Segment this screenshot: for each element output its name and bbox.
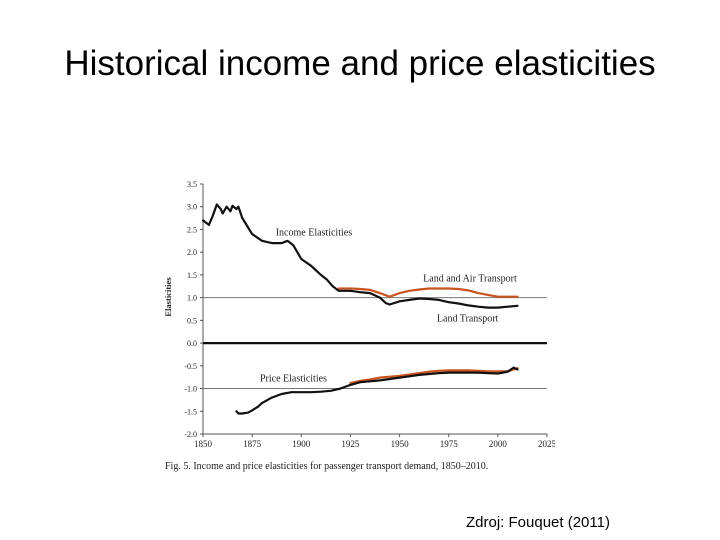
slide-title: Historical income and price elasticities bbox=[64, 44, 656, 83]
series-line-1 bbox=[337, 287, 519, 298]
y-tick-label: -1.0 bbox=[184, 385, 197, 394]
x-tick-label: 1850 bbox=[194, 439, 213, 449]
y-tick-label: 0.5 bbox=[187, 316, 197, 325]
x-tick-label: 1950 bbox=[391, 439, 410, 449]
y-tick-label: -1.5 bbox=[184, 407, 197, 416]
series-line-3 bbox=[349, 367, 519, 385]
y-tick-label: 0.0 bbox=[187, 339, 197, 348]
x-tick-label: 1925 bbox=[341, 439, 360, 449]
figure-caption: Fig. 5. Income and price elasticities fo… bbox=[165, 461, 488, 472]
x-tick-label: 2025 bbox=[538, 439, 555, 449]
series-line-2 bbox=[201, 203, 519, 309]
y-tick-label: 2.0 bbox=[187, 248, 197, 257]
y-tick-label: 1.0 bbox=[187, 294, 197, 303]
y-tick-label: 3.0 bbox=[187, 203, 197, 212]
x-tick-label: 1875 bbox=[243, 439, 262, 449]
elasticities-chart: 3.5 3.0 2.5 2.0 1.5 1.0 0.5 0.0 -0.5 -1.0 -1.5 -2.0… bbox=[163, 180, 555, 472]
annotation-label: Income Elasticities bbox=[276, 227, 352, 238]
y-tick-label: -0.5 bbox=[184, 362, 197, 371]
source-note: Zdroj: Fouquet (2011) bbox=[466, 514, 610, 531]
x-tick-label: 1975 bbox=[440, 439, 459, 449]
y-tick-label: 2.5 bbox=[187, 225, 197, 234]
y-tick-label: 1.5 bbox=[187, 271, 197, 280]
y-tick-label: -2.0 bbox=[184, 430, 197, 439]
x-tick-label: 2000 bbox=[489, 439, 508, 449]
y-axis-label: Elasticities bbox=[163, 277, 173, 317]
annotation-label: Price Elasticities bbox=[260, 373, 327, 384]
x-tick-label: 1900 bbox=[292, 439, 311, 449]
y-tick-label: 3.5 bbox=[187, 180, 197, 189]
series-line-4 bbox=[235, 366, 519, 415]
annotation-label: Land and Air Transport bbox=[423, 274, 517, 285]
annotation-label: Land Transport bbox=[437, 313, 499, 324]
chart-figure: 3.5 3.0 2.5 2.0 1.5 1.0 0.5 0.0 -0.5 -1.0 -1.5 -2.0… bbox=[155, 172, 555, 472]
